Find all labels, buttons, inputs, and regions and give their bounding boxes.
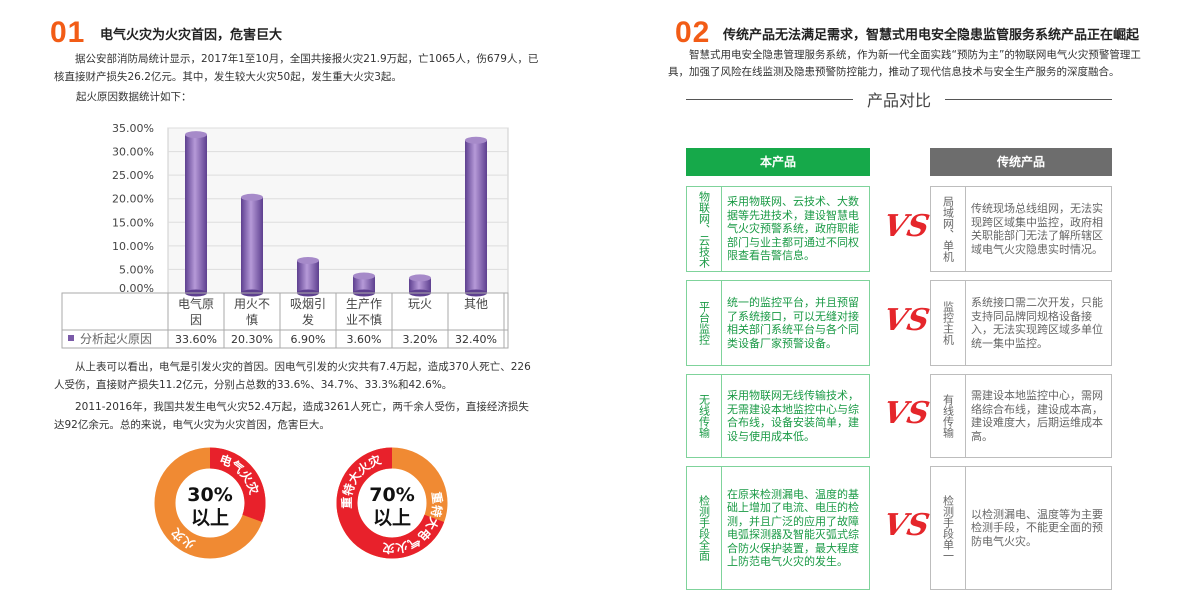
traditional-feature-text: 以检测漏电、温度等为主要检测手段，不能更全面的预防电气火灾。 <box>971 507 1103 548</box>
donut-center-value: 30% <box>187 484 232 506</box>
traditional-feature-label: 局域网、单机 <box>931 187 966 271</box>
bar-top <box>409 274 431 282</box>
traditional-feature-text: 需建设本地监控中心，需网络综合布线，建设成本高，建设难度大，后期运维成本高。 <box>971 389 1103 443</box>
vs-icon: VS <box>880 303 933 338</box>
section-title: 电气火灾为火灾首因，危害巨大 <box>100 28 283 43</box>
x-tick-label-cont: 因 <box>190 313 202 327</box>
donut-center-label: 以上 <box>373 507 411 529</box>
bar <box>241 197 263 293</box>
x-tick-label-cont: 慎 <box>246 313 258 327</box>
plot-area <box>167 127 509 294</box>
our-product-row: 检测手段全面 在原来检测漏电、温度的基础上增加了电流、电压的检测，并且广泛的应用… <box>686 466 870 590</box>
data-label: 3.20% <box>403 333 438 346</box>
our-product-row: 无线传输 采用物联网无线传输技术，无需建设本地监控中心与综合布线，设备安装简单，… <box>686 374 870 458</box>
bar <box>465 140 487 293</box>
traditional-feature-label: 检测手段单一 <box>931 467 966 589</box>
section-title-2: 传统产品无法满足需求，智慧式用电安全隐患监管服务系统产品正在崛起 <box>723 28 1140 43</box>
summary-paragraph: 2011-2016年，我国共发生电气火灾52.4万起，造成3261人死亡，两千余… <box>54 401 529 431</box>
divider <box>686 98 853 100</box>
traditional-feature-label: 有线传输 <box>931 375 966 457</box>
our-feature-text: 采用物联网无线传输技术，无需建设本地监控中心与综合布线，设备安装简单，建设与使用… <box>727 389 859 443</box>
traditional-feature-text: 传统现场总线组网，无法实现跨区域集中监控，政府相关职能部门无法了解所辖区域电气火… <box>971 202 1103 256</box>
x-tick-label-cont: 发 <box>302 312 314 327</box>
compare-title-row: 产品对比 <box>686 87 1113 111</box>
our-feature-label: 物联网、云技术 <box>687 187 722 271</box>
traditional-product-row: 有线传输 需建设本地监控中心，需网络综合布线，建设成本高，建设难度大，后期运维成… <box>930 374 1112 458</box>
intro-paragraph-2: 智慧式用电安全隐患管理服务系统，作为新一代全面实践“预防为主”的物联网电气火灾预… <box>668 49 1141 78</box>
y-tick-label: 5.00% <box>119 263 154 276</box>
traditional-product-row: 检测手段单一 以检测漏电、温度等为主要检测手段，不能更全面的预防电气火灾。 <box>930 466 1112 590</box>
our-product-header: 本产品 <box>686 148 870 176</box>
bar <box>297 260 319 293</box>
traditional-feature-text: 系统接口需二次开发，只能支持同品牌同规格设备接入，无法实现跨区域多单位统一集中监… <box>971 296 1103 350</box>
x-tick-label: 玩火 <box>408 297 432 311</box>
bar <box>353 276 375 293</box>
y-tick-label: 0.00% <box>119 282 154 295</box>
donut-red-slice <box>336 447 445 559</box>
bar <box>185 134 207 293</box>
x-tick-label-cont: 业不慎 <box>346 313 382 327</box>
our-feature-label: 无线传输 <box>687 375 722 457</box>
traditional-product-header: 传统产品 <box>930 148 1112 176</box>
data-label: 20.30% <box>231 333 273 346</box>
x-tick-label: 电气原 <box>178 296 214 311</box>
bar <box>409 277 431 293</box>
traditional-product-row: 局域网、单机 传统现场总线组网，无法实现跨区域集中监控，政府相关职能部门无法了解… <box>930 186 1112 272</box>
x-tick-label: 生产作 <box>346 297 382 311</box>
section-number-2: 02 <box>675 16 711 49</box>
data-label: 32.40% <box>455 333 497 346</box>
bar-top <box>353 272 375 280</box>
our-product-row: 物联网、云技术 采用物联网、云技术、大数据等先进技术，建设智慧电气火灾预警系统，… <box>686 186 870 272</box>
chart-intro: 起火原因数据统计如下： <box>76 91 192 103</box>
donut-red-slice <box>209 447 266 522</box>
section-number: 01 <box>50 16 86 49</box>
y-tick-label: 10.00% <box>112 240 154 253</box>
y-tick-label: 20.00% <box>112 193 154 206</box>
our-feature-text: 在原来检测漏电、温度的基础上增加了电流、电压的检测，并且广泛的应用了故障电弧探测… <box>727 487 859 569</box>
data-table <box>61 292 509 349</box>
vs-icon: VS <box>880 508 933 543</box>
our-product-row: 平台监控 统一的监控平台，并且预留了系统接口，可以无缝对接相关部门系统平台与各个… <box>686 280 870 366</box>
y-tick-label: 15.00% <box>112 216 154 229</box>
our-feature-label: 检测手段全面 <box>687 467 722 589</box>
donut-center-label: 以上 <box>191 507 229 529</box>
vs-icon: VS <box>880 209 933 244</box>
data-label: 3.60% <box>347 333 382 346</box>
traditional-product-row: 监控主机 系统接口需二次开发，只能支持同品牌同规格设备接入，无法实现跨区域多单位… <box>930 280 1112 366</box>
our-feature-label: 平台监控 <box>687 281 722 365</box>
x-tick-label: 用火不 <box>234 297 270 311</box>
our-feature-text: 采用物联网、云技术、大数据等先进技术，建设智慧电气火灾预警系统，政府职能部门与业… <box>727 195 859 263</box>
bar-top <box>185 131 207 139</box>
bar-top <box>241 193 263 201</box>
divider <box>945 98 1113 100</box>
x-tick-label: 其他 <box>464 297 488 311</box>
donut-center-value: 70% <box>369 484 414 506</box>
intro-paragraph: 据公安部消防局统计显示，2017年1至10月，全国共接报火灾21.9万起，亡10… <box>54 53 539 83</box>
bar-top <box>465 136 487 144</box>
compare-title: 产品对比 <box>867 91 932 110</box>
y-tick-label: 25.00% <box>112 169 154 182</box>
legend-label: 分析起火原因 <box>80 332 152 346</box>
our-feature-text: 统一的监控平台，并且预留了系统接口，可以无缝对接相关部门系统平台与各个同类设备厂… <box>727 296 859 350</box>
y-tick-label: 35.00% <box>112 122 154 135</box>
analysis-paragraph: 从上表可以看出，电气是引发火灾的首因。因电气引发的火灾共有7.4万起，造成370… <box>54 361 531 391</box>
bar-top <box>297 256 319 264</box>
data-label: 33.60% <box>175 333 217 346</box>
y-tick-label: 30.00% <box>112 146 154 159</box>
bar-chart: 0.00% 5.00% 10.00% 15.00% 20.00% 25.00% 30.00%… <box>61 122 509 349</box>
data-label: 6.90% <box>291 333 326 346</box>
vs-icon: VS <box>880 396 933 431</box>
x-tick-label: 吸烟引 <box>290 297 326 311</box>
legend-swatch <box>68 335 74 341</box>
traditional-feature-label: 监控主机 <box>931 281 966 365</box>
